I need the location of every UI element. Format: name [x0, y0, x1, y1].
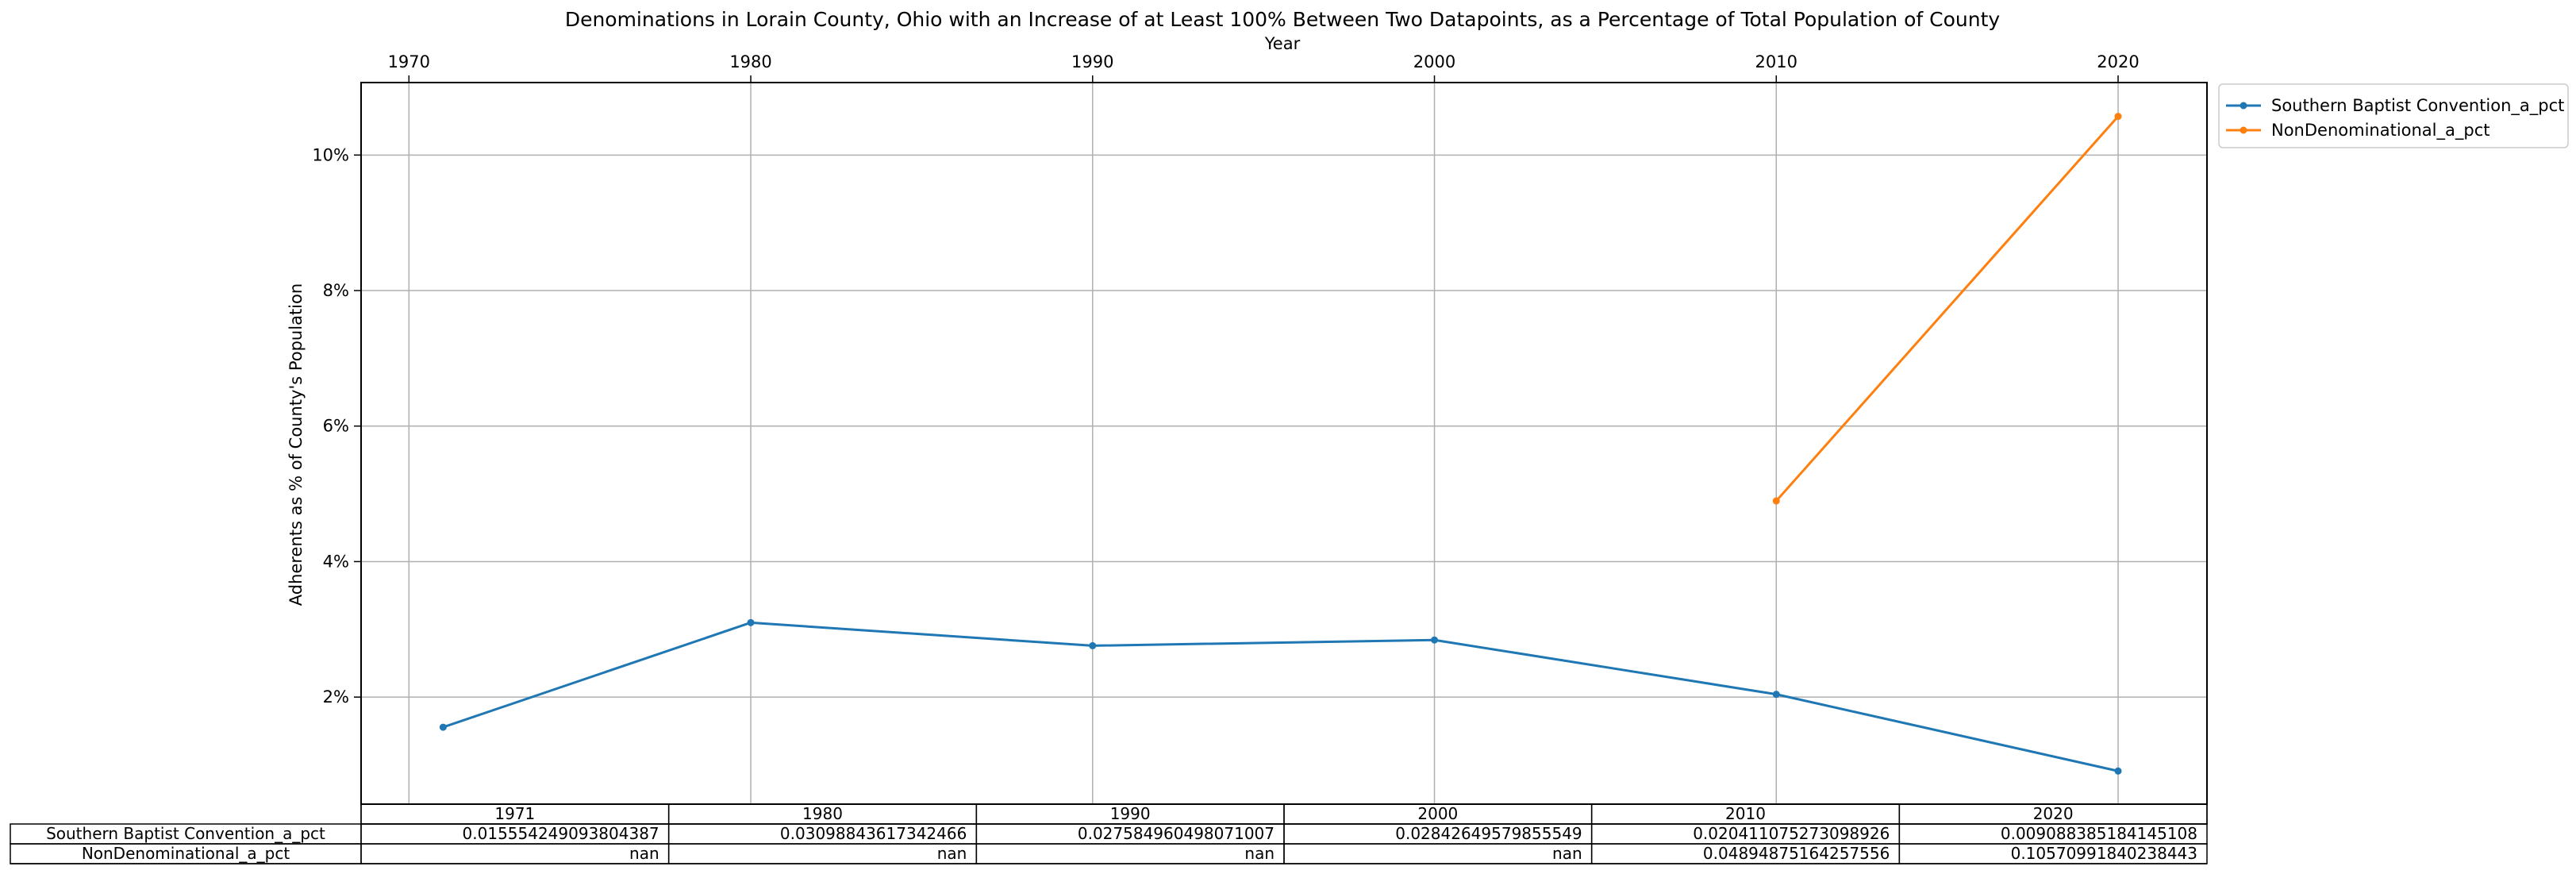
table-row-label: NonDenominational_a_pct — [82, 844, 290, 863]
x-tick-label: 1990 — [1071, 52, 1113, 71]
legend-box — [2218, 83, 2569, 148]
table-column-header: 1971 — [494, 804, 535, 823]
series-1-point — [1089, 641, 1097, 649]
y-tick-label: 6% — [323, 417, 349, 436]
series-1-point — [747, 618, 755, 626]
table-cell — [360, 843, 670, 864]
data-table: 1971 1980 1990 2000 2010 2020 Southern Baptist… — [10, 803, 2208, 864]
table-cell-value: nan — [1552, 844, 1582, 863]
x-axis-label: Year — [1264, 34, 1301, 53]
table-column-header: 2000 — [1417, 804, 1458, 823]
table-cell-value: 0.03098843617342466 — [780, 824, 967, 843]
series-1-point — [1431, 636, 1439, 644]
table-cell — [667, 843, 978, 864]
plot-frame — [360, 82, 2208, 805]
series-line-2 — [1775, 115, 2120, 502]
legend-label-1: Southern Baptist Convention_a_pct — [2271, 96, 2564, 116]
table-cell-value: 0.02842649579855549 — [1395, 824, 1582, 843]
x-tick-label: 1970 — [388, 52, 430, 71]
series-2-point — [1772, 497, 1780, 505]
table-cell-value: 0.10570991840238443 — [2011, 844, 2197, 863]
x-tick-label: 2010 — [1755, 52, 1797, 71]
legend-marker-2 — [2240, 126, 2247, 134]
table-cell-value: 0.015554249093804387 — [463, 824, 659, 843]
series-1-point — [439, 723, 447, 731]
table-column-header: 1990 — [1110, 804, 1151, 823]
series-1-point — [1772, 691, 1780, 699]
table-cell-value: nan — [937, 844, 967, 863]
chart-title: Denominations in Lorain County, Ohio wit… — [565, 8, 2001, 31]
y-tick-label: 10% — [312, 145, 349, 164]
series-1-point — [2114, 767, 2122, 775]
legend-label-2: NonDenominational_a_pct — [2271, 121, 2490, 141]
table-column-header: 2010 — [1725, 804, 1766, 823]
table-row-label: Southern Baptist Convention_a_pct — [46, 824, 325, 843]
y-tick-label: 8% — [323, 281, 349, 300]
table-cell-value: 0.04894875164257556 — [1703, 844, 1890, 863]
series-line-1 — [442, 621, 2119, 772]
table-column-header: 1980 — [802, 804, 843, 823]
x-tick-label: 2000 — [1413, 52, 1455, 71]
legend: Southern Baptist Convention_a_pct NonDeno… — [2218, 83, 2569, 148]
gridlines — [361, 83, 2207, 804]
y-axis-label: Adherents as % of County's Population — [286, 283, 306, 606]
x-tick-label: 2020 — [2097, 52, 2139, 71]
y-tick-label: 2% — [323, 687, 349, 707]
y-tick-label: 4% — [323, 552, 349, 571]
table-cell — [1283, 843, 1593, 864]
plot-area — [439, 113, 2122, 775]
series-2-point — [2114, 113, 2122, 121]
table-cell-value: 0.020411075273098926 — [1693, 824, 1890, 843]
table-cell-value: nan — [629, 844, 659, 863]
axes: 1970 1980 1990 2000 2010 2020 2% 4% 6% 8% 10% — [312, 52, 2139, 707]
x-tick-label: 1980 — [729, 52, 771, 71]
table-cell-value: nan — [1244, 844, 1275, 863]
table-cell — [975, 843, 1285, 864]
table-cell-value: 0.009088385184145108 — [2001, 824, 2197, 843]
table-cell-value: 0.027584960498071007 — [1078, 824, 1275, 843]
table-column-header: 2020 — [2033, 804, 2074, 823]
legend-marker-1 — [2240, 102, 2247, 110]
